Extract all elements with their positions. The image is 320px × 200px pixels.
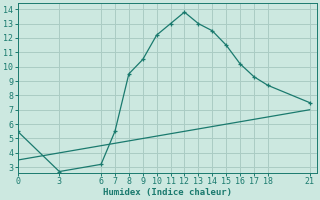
X-axis label: Humidex (Indice chaleur): Humidex (Indice chaleur): [103, 188, 232, 197]
